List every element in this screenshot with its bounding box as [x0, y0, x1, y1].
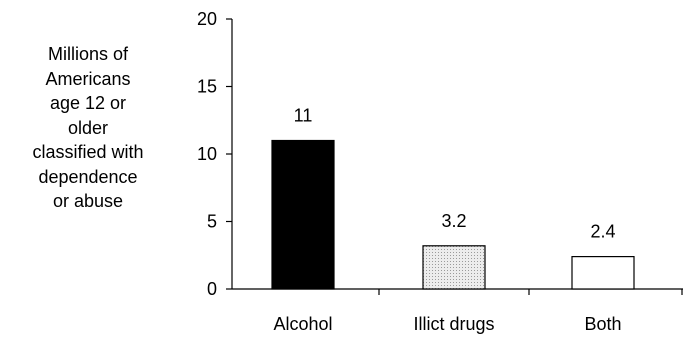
x-tick-label: Alcohol — [273, 314, 332, 334]
data-label: 3.2 — [441, 211, 466, 231]
x-tick-label: Both — [584, 314, 621, 334]
y-axis-label-line: Americans — [45, 68, 131, 89]
y-axis-label-line: age 12 or — [49, 93, 127, 113]
data-label: 2.4 — [590, 222, 615, 242]
y-tick-label: 0 — [207, 279, 217, 299]
y-tick-label: 20 — [197, 9, 217, 29]
x-tick-label: Illict drugs — [413, 314, 494, 334]
y-axis-label-line: or abuse — [52, 191, 124, 211]
y-tick-label: 10 — [197, 144, 217, 164]
y-tick-label: 15 — [197, 77, 217, 97]
bar-both — [571, 256, 635, 290]
y-axis-label-line: classified with — [32, 142, 144, 162]
data-label: 11 — [294, 106, 313, 126]
bar-illict-drugs — [422, 245, 486, 290]
y-axis-label-line: dependence — [38, 166, 138, 187]
y-axis-label-line: older — [67, 117, 109, 138]
y-axis-label: Millions of Americans age 12 or older cl… — [8, 42, 168, 214]
bar-alcohol — [271, 139, 335, 290]
y-tick-label: 5 — [207, 212, 217, 232]
y-axis-label-line: Millions of — [47, 44, 129, 64]
